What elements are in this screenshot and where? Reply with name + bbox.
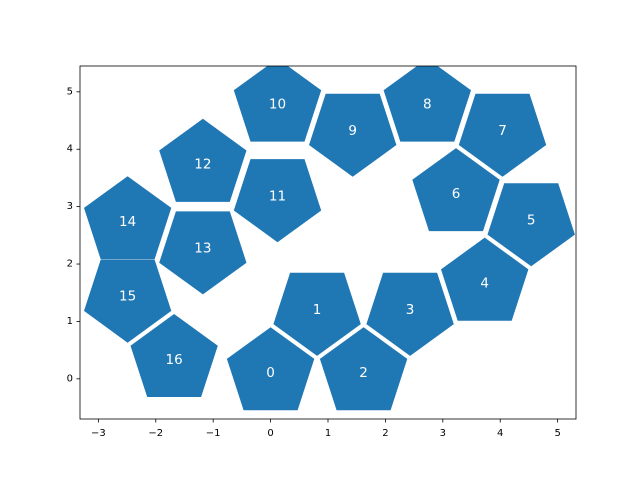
pentagon-9	[309, 93, 397, 177]
pentagon-0	[226, 327, 315, 411]
pentagon-13	[159, 211, 247, 295]
pentagon-label-15: 15	[119, 289, 136, 305]
x-tick-label: 2	[382, 428, 388, 439]
x-tick-label: 1	[325, 428, 331, 439]
pentagon-label-2: 2	[359, 365, 368, 381]
pentagon-label-5: 5	[527, 212, 536, 228]
pentagon-label-6: 6	[452, 186, 461, 202]
pentagon-label-10: 10	[269, 97, 286, 113]
pentagon-12	[159, 118, 247, 202]
pentagon-label-4: 4	[480, 276, 489, 292]
x-tick-label: 0	[267, 428, 273, 439]
pentagon-markers	[84, 66, 575, 411]
pentagon-7	[458, 93, 547, 177]
pentagon-label-0: 0	[266, 365, 275, 381]
pentagon-5	[487, 183, 575, 267]
pentagon-label-9: 9	[348, 123, 357, 139]
pentagon-label-7: 7	[498, 123, 507, 139]
pentagon-10	[233, 66, 322, 142]
x-tick-label: −2	[148, 428, 163, 439]
x-tick-label: 4	[497, 428, 503, 439]
y-tick-label: 4	[67, 144, 73, 155]
pentagon-label-11: 11	[269, 188, 286, 204]
pentagon-label-16: 16	[166, 352, 183, 368]
y-tick-label: 2	[67, 259, 73, 270]
pentagon-2	[319, 327, 408, 411]
pentagon-1	[273, 272, 361, 356]
pentagon-15	[84, 259, 172, 343]
pentagon-4	[441, 237, 529, 321]
y-tick-label: 3	[67, 201, 73, 212]
y-axis: 0 1 2 3 4 5	[67, 86, 80, 384]
x-axis: −3 −2 −1 0 1 2 3 4 5	[91, 419, 561, 439]
y-tick-label: 1	[67, 316, 73, 327]
pentagon-label-8: 8	[423, 97, 432, 113]
pentagon-label-3: 3	[406, 302, 415, 318]
pentagon-label-13: 13	[194, 241, 211, 257]
pentagon-label-12: 12	[194, 157, 211, 173]
pentagon-label-1: 1	[313, 302, 322, 318]
pentagon-14	[84, 176, 172, 260]
pentagon-6	[412, 148, 500, 232]
x-tick-label: −1	[206, 428, 221, 439]
x-tick-label: 3	[440, 428, 446, 439]
pentagon-8	[383, 66, 471, 142]
pentagon-3	[366, 272, 454, 356]
pentagon-11	[233, 159, 322, 243]
pentagon-label-14: 14	[119, 214, 136, 230]
x-tick-label: 5	[554, 428, 560, 439]
pentagon-16	[130, 314, 218, 397]
x-tick-label: −3	[91, 428, 106, 439]
y-tick-label: 5	[67, 86, 73, 97]
y-tick-label: 0	[67, 373, 73, 384]
